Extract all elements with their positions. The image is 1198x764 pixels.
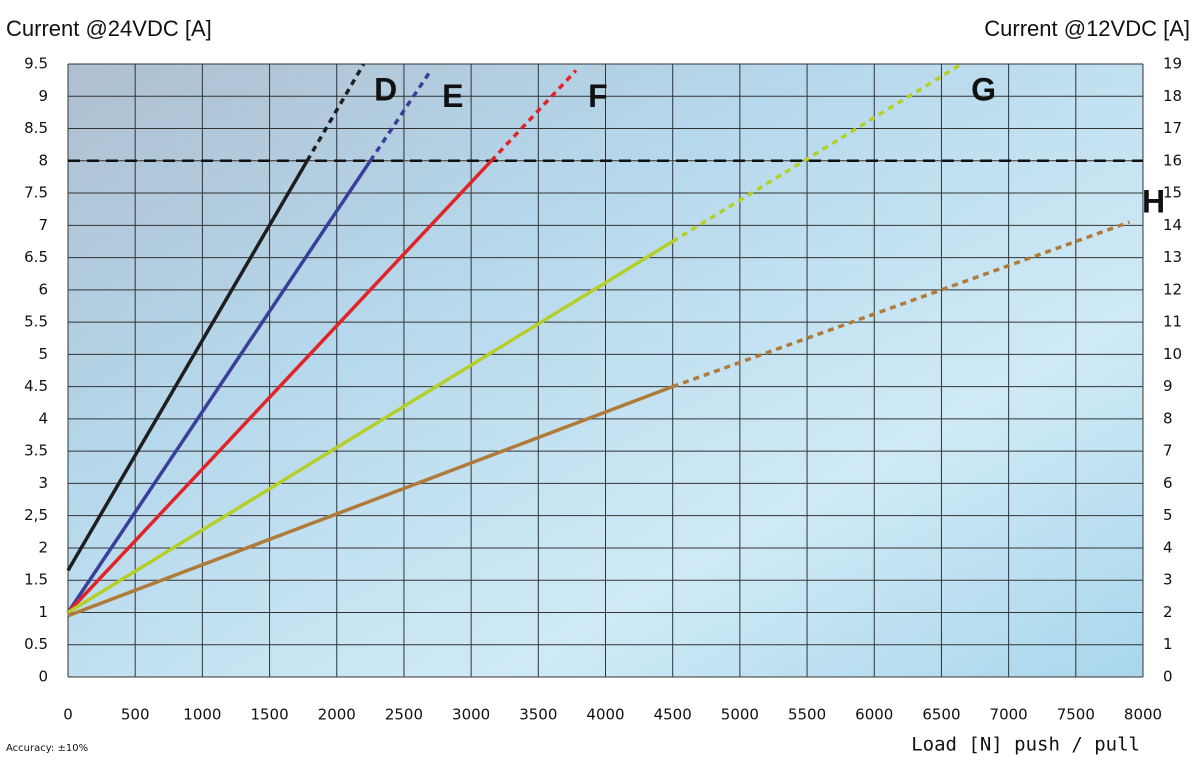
x-tick-label: 500 (121, 706, 150, 724)
x-tick-label: 5500 (788, 706, 826, 724)
y2-tick-label: 4 (1163, 538, 1173, 556)
y2-tick-label: 14 (1163, 216, 1182, 234)
y2-tick-label: 19 (1163, 55, 1182, 73)
x-tick-label: 1000 (183, 706, 221, 724)
y2-tick-label: 18 (1163, 87, 1182, 105)
y2-tick-label: 8 (1163, 409, 1173, 427)
y-tick-label: 4.5 (24, 377, 48, 395)
series-segment (490, 69, 578, 162)
x-tick-label: 7000 (990, 706, 1028, 724)
series-label: D (374, 71, 397, 107)
y2-tick-label: 7 (1163, 442, 1173, 460)
x-axis-label: Load [N] push / pull (911, 734, 1140, 756)
y2-tick-label: 5 (1163, 506, 1173, 524)
x-tick-label: 6500 (922, 706, 960, 724)
y2-tick-label: 15 (1163, 184, 1182, 202)
y-tick-label: 1.5 (24, 571, 48, 589)
y-tick-label: 8 (38, 151, 48, 169)
y-tick-label: 4 (38, 409, 48, 427)
x-tick-label: 4500 (654, 706, 692, 724)
y-tick-label: 5.5 (24, 313, 48, 331)
y-axis-label: Current @24VDC [A] (6, 16, 212, 41)
y-tick-label: 7.5 (24, 184, 48, 202)
x-tick-label: 4000 (586, 706, 624, 724)
note: Accuracy: ±10% (6, 743, 88, 754)
y2-axis-label: Current @12VDC [A] (984, 16, 1190, 41)
y-tick-label: 0.5 (24, 635, 48, 653)
y-tick-label: 1 (38, 603, 48, 621)
y-tick-label: 9 (38, 87, 48, 105)
y-tick-label: 6.5 (24, 248, 48, 266)
x-tick-label: 1500 (250, 706, 288, 724)
y2-tick-label: 6 (1163, 474, 1173, 492)
y-tick-label: 7 (38, 216, 48, 234)
x-tick-label: 3000 (452, 706, 490, 724)
y-tick-label: 3.5 (24, 442, 48, 460)
series-label: H (1142, 184, 1165, 220)
y2-tick-label: 16 (1163, 151, 1182, 169)
x-tick-label: 8000 (1124, 706, 1162, 724)
series-segment (67, 384, 674, 618)
x-tick-label: 6000 (855, 706, 893, 724)
y2-tick-label: 0 (1163, 668, 1173, 686)
y2-tick-label: 12 (1163, 280, 1182, 298)
x-tick-label: 0 (63, 706, 73, 724)
x-tick-label: 5000 (721, 706, 759, 724)
series-segment (66, 159, 493, 614)
x-tick-label: 7500 (1057, 706, 1095, 724)
y-tick-label: 2 (38, 538, 48, 556)
y2-tick-label: 11 (1163, 313, 1182, 331)
series-label: G (971, 71, 996, 107)
y-tick-label: 3 (38, 474, 48, 492)
series-segment (66, 159, 309, 572)
y2-tick-label: 3 (1163, 571, 1173, 589)
series-label: E (442, 78, 463, 114)
y-tick-label: 0 (38, 668, 48, 686)
y-tick-label: 6 (38, 280, 48, 298)
y2-tick-label: 1 (1163, 635, 1173, 653)
x-tick-label: 2000 (318, 706, 356, 724)
y-tick-label: 2,5 (24, 506, 48, 524)
series-label: F (588, 78, 608, 114)
y-tick-label: 5 (38, 345, 48, 363)
y-tick-label: 8.5 (24, 119, 48, 137)
series-segment (671, 62, 963, 243)
series-segment (305, 63, 366, 162)
x-tick-label: 2500 (385, 706, 423, 724)
series-segment (368, 69, 433, 162)
y-tick-label: 9.5 (24, 55, 48, 73)
y2-tick-label: 10 (1163, 345, 1182, 363)
series-segment (672, 220, 1131, 389)
series-segment (67, 239, 674, 614)
y2-tick-label: 17 (1163, 119, 1182, 137)
series-segment (66, 159, 372, 614)
x-tick-label: 3500 (519, 706, 557, 724)
y2-tick-label: 9 (1163, 377, 1173, 395)
y2-tick-label: 13 (1163, 248, 1182, 266)
y2-tick-label: 2 (1163, 603, 1173, 621)
